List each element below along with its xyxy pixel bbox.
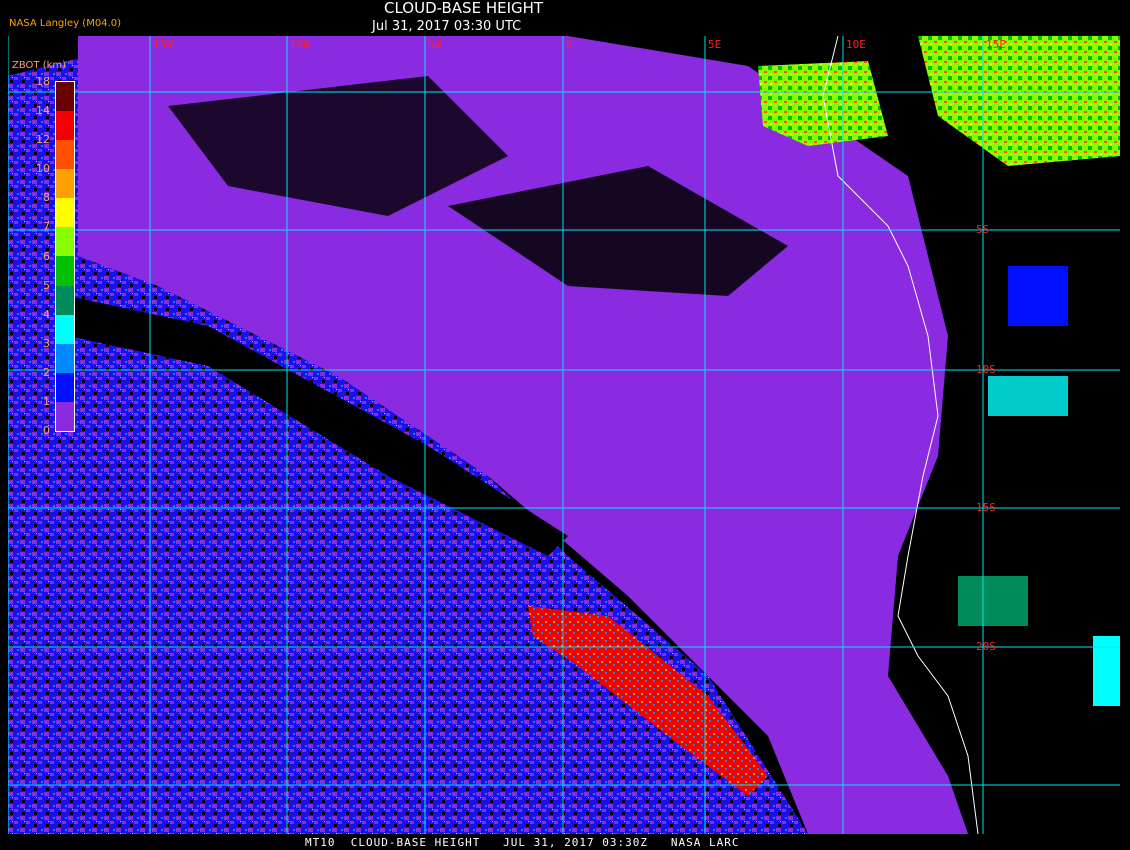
cloud-imagery <box>7 35 1120 835</box>
graticule <box>7 36 1120 834</box>
legend-tick: 0 <box>43 424 50 437</box>
legend-swatch <box>56 169 74 199</box>
legend-swatch <box>56 140 74 170</box>
color-legend <box>55 81 75 432</box>
legend-tick: 3 <box>43 336 50 350</box>
legend-swatch <box>56 227 74 257</box>
latitude-label: 15S <box>976 501 996 514</box>
longitude-label: 5W <box>428 38 442 51</box>
longitude-label: 15W <box>153 38 173 51</box>
legend-tick: 4 <box>43 307 50 321</box>
legend-swatch <box>56 198 74 228</box>
map-title: CLOUD-BASE HEIGHT <box>384 0 544 17</box>
legend-swatch <box>56 256 74 286</box>
legend-swatch <box>56 314 74 344</box>
legend-swatch <box>56 285 74 315</box>
latitude-label: 10S <box>976 363 996 376</box>
legend-tick: 1 <box>43 394 50 408</box>
map-timestamp: Jul 31, 2017 03:30 UTC <box>372 19 522 34</box>
legend-title: ZBOT (km) <box>12 60 67 71</box>
legend-swatch <box>56 372 74 402</box>
legend-tick: 14 <box>36 104 50 118</box>
longitude-label: 15E <box>986 38 1006 51</box>
legend-tick: 2 <box>43 365 50 379</box>
legend-tick: 7 <box>43 220 50 234</box>
latitude-label: 20S <box>976 640 996 653</box>
latitude-label: 5S <box>976 223 990 236</box>
legend-swatch <box>56 111 74 141</box>
legend-swatch <box>56 343 74 373</box>
longitude-label: 10E <box>846 38 866 51</box>
legend-tick: 10 <box>36 162 50 176</box>
legend-swatch <box>56 82 74 112</box>
longitude-label: 0 <box>566 38 573 51</box>
legend-tick: 8 <box>43 191 50 205</box>
legend-tick: 5 <box>43 278 50 292</box>
source-label: NASA Langley (M04.0) <box>9 18 121 29</box>
longitude-label: 5E <box>708 38 722 51</box>
legend-swatch <box>56 401 74 431</box>
satellite-map <box>7 35 1120 835</box>
footer-caption: MT10 CLOUD-BASE HEIGHT JUL 31, 2017 03:3… <box>305 836 740 849</box>
legend-tick: 6 <box>43 249 50 263</box>
legend-tick: 12 <box>36 133 50 147</box>
legend-tick: 18 <box>36 75 50 88</box>
longitude-label: 10W <box>290 38 310 51</box>
